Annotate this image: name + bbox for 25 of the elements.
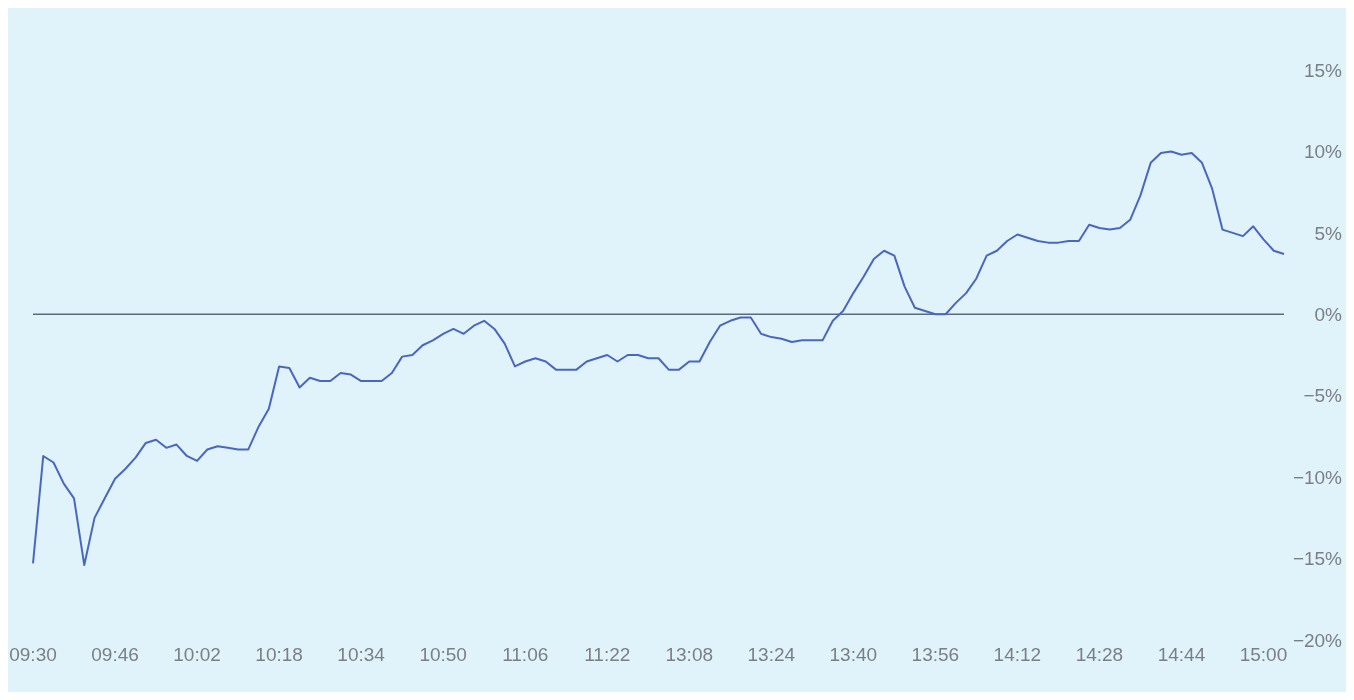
x-tick-label: 14:12 — [993, 644, 1042, 666]
y-tick-label: 5% — [1314, 222, 1343, 244]
x-tick-label: 14:28 — [1075, 644, 1124, 666]
x-tick-label: 09:46 — [91, 644, 139, 666]
x-tick-label: 10:18 — [255, 644, 303, 666]
line-series — [32, 150, 1285, 567]
x-tick-label: 15:00 — [1239, 644, 1288, 666]
x-tick-label: 14:44 — [1157, 644, 1206, 666]
y-tick-label: −20% — [1292, 629, 1343, 651]
y-tick-label: −15% — [1292, 548, 1343, 570]
x-tick-label: 11:22 — [584, 644, 631, 666]
x-tick-label: 09:30 — [9, 644, 57, 666]
x-tick-label: 13:24 — [747, 644, 796, 666]
x-tick-label: 11:06 — [502, 644, 549, 666]
x-tick-label: 13:56 — [911, 644, 960, 666]
y-tick-label: 10% — [1303, 141, 1343, 163]
y-tick-label: −5% — [1303, 385, 1343, 407]
x-tick-label: 13:40 — [829, 644, 878, 666]
x-tick-label: 10:02 — [173, 644, 221, 666]
x-tick-label: 10:50 — [419, 644, 467, 666]
y-tick-label: 0% — [1314, 304, 1343, 326]
x-tick-label: 10:34 — [337, 644, 386, 666]
y-tick-label: 15% — [1303, 59, 1343, 81]
x-tick-label: 13:08 — [665, 644, 714, 666]
y-tick-label: −10% — [1292, 466, 1343, 488]
